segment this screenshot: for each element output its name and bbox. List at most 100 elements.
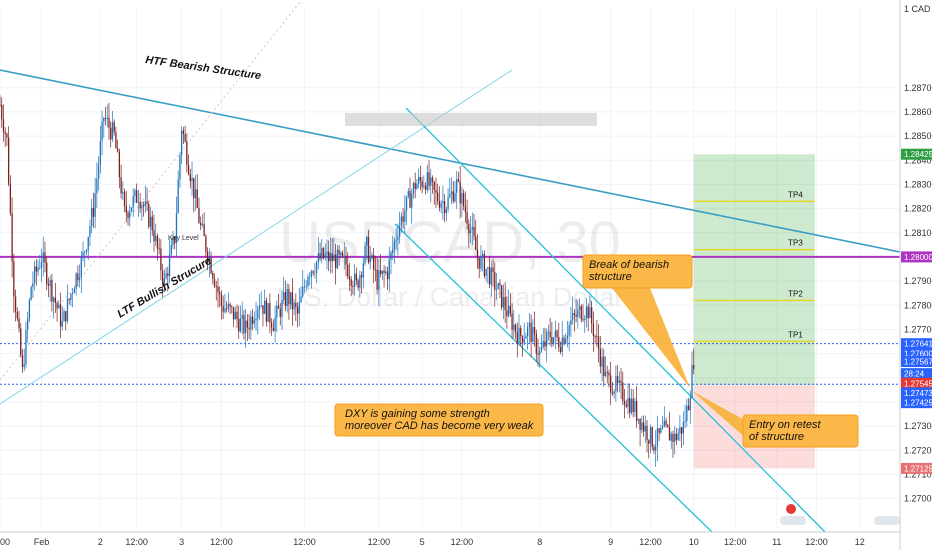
candle-body	[175, 213, 178, 244]
candle-body	[379, 270, 382, 275]
candle-body	[312, 271, 314, 274]
candle-body	[364, 245, 366, 264]
candle-body	[37, 267, 39, 272]
dxy-line1: DXY is gaining some strength	[345, 408, 490, 420]
candle-body	[373, 255, 375, 270]
candle-body	[130, 207, 133, 212]
candle-body	[298, 302, 300, 314]
candle-body	[507, 305, 510, 317]
candle-body	[442, 201, 444, 204]
candle-body	[65, 311, 67, 322]
candle-body	[601, 356, 603, 367]
candle-body	[165, 273, 167, 279]
candle-body	[32, 282, 34, 287]
target-label: TP3	[788, 239, 803, 248]
candle-body	[340, 252, 342, 255]
candle-body	[191, 177, 193, 182]
candle-body	[59, 304, 62, 327]
candle-body	[156, 235, 159, 249]
candle-body	[435, 189, 437, 193]
candle-body	[599, 349, 601, 367]
candle-body	[258, 306, 261, 310]
position-tool[interactable]: TP1 TP2 TP3 TP4	[693, 154, 815, 469]
ca-flag-icon[interactable]	[786, 504, 796, 514]
candle-body	[113, 122, 115, 133]
candle-body	[687, 405, 690, 411]
candle-body	[193, 177, 195, 199]
candle-body	[153, 230, 155, 242]
candle-body	[679, 427, 681, 434]
candle-body	[23, 364, 25, 367]
candle-body	[582, 319, 584, 321]
candle-body	[547, 331, 550, 333]
candle-body	[649, 427, 652, 444]
resistance-zone	[345, 113, 597, 126]
price-tick: 1.27800	[904, 300, 932, 310]
candle-body	[137, 202, 140, 203]
candle-body	[385, 271, 387, 273]
price-tick: 1.27200	[904, 445, 932, 455]
candle-body	[262, 305, 264, 314]
candle-body	[469, 230, 472, 234]
price-label-bg	[901, 356, 932, 368]
candle-body	[217, 286, 219, 293]
candle-body	[635, 400, 638, 421]
price-label: 1.27567	[904, 358, 932, 367]
candle-body	[229, 303, 231, 307]
candle-body	[101, 121, 103, 142]
time-tick: 11	[772, 537, 781, 547]
candle-body	[530, 322, 532, 343]
candle-body	[203, 224, 205, 237]
us-flag-icon-2[interactable]	[874, 516, 900, 525]
candle-body	[333, 254, 335, 261]
candle-body	[407, 191, 409, 197]
candle-body	[506, 310, 508, 317]
candle-body	[502, 296, 505, 308]
candle-body	[80, 256, 82, 278]
time-axis[interactable]: 00 Feb 2 12:00 3 12:00 12:00 12:00 5 12:00 8 9 12:00…	[0, 537, 865, 547]
candle-body	[78, 277, 81, 280]
candle-body	[28, 299, 31, 319]
candle-body	[632, 398, 634, 412]
candle-body	[682, 422, 684, 434]
candle-body	[99, 141, 101, 165]
candle-body	[573, 312, 576, 315]
candle-body	[454, 192, 456, 202]
dxy-line2: moreover CAD has become very weak	[345, 420, 534, 432]
candle-body	[488, 267, 491, 285]
candle-body	[116, 148, 119, 152]
candle-body	[359, 275, 361, 288]
candle-body	[423, 185, 425, 187]
candle-body	[471, 226, 473, 231]
candle-body	[525, 336, 527, 339]
candle-body	[341, 252, 344, 257]
candle-body	[540, 346, 543, 351]
key-level-label: Key Level	[168, 235, 199, 242]
candle-body	[20, 328, 22, 355]
candle-body	[227, 303, 230, 309]
candle-body	[9, 183, 12, 214]
target-label: TP1	[788, 331, 803, 340]
candle-body	[580, 306, 582, 320]
candle-body	[118, 151, 121, 178]
candle-body	[596, 336, 598, 338]
candle-body	[343, 255, 345, 257]
candle-body	[450, 191, 453, 195]
candle-body	[366, 236, 368, 246]
price-tick: 1.27900	[904, 276, 932, 286]
candle-body	[611, 392, 614, 394]
dotted-trendline	[0, 1, 301, 381]
candle-body	[374, 269, 377, 271]
candle-body	[255, 318, 257, 321]
candle-body	[475, 236, 477, 250]
candle-body	[367, 236, 370, 263]
candle-body	[21, 354, 24, 367]
candle-body	[238, 318, 240, 332]
candle-body	[670, 433, 672, 441]
price-label-bg	[901, 397, 932, 409]
candle-body	[161, 270, 164, 284]
candle-body	[656, 428, 659, 446]
us-flag-icon[interactable]	[780, 516, 806, 525]
candle-body	[6, 133, 8, 138]
